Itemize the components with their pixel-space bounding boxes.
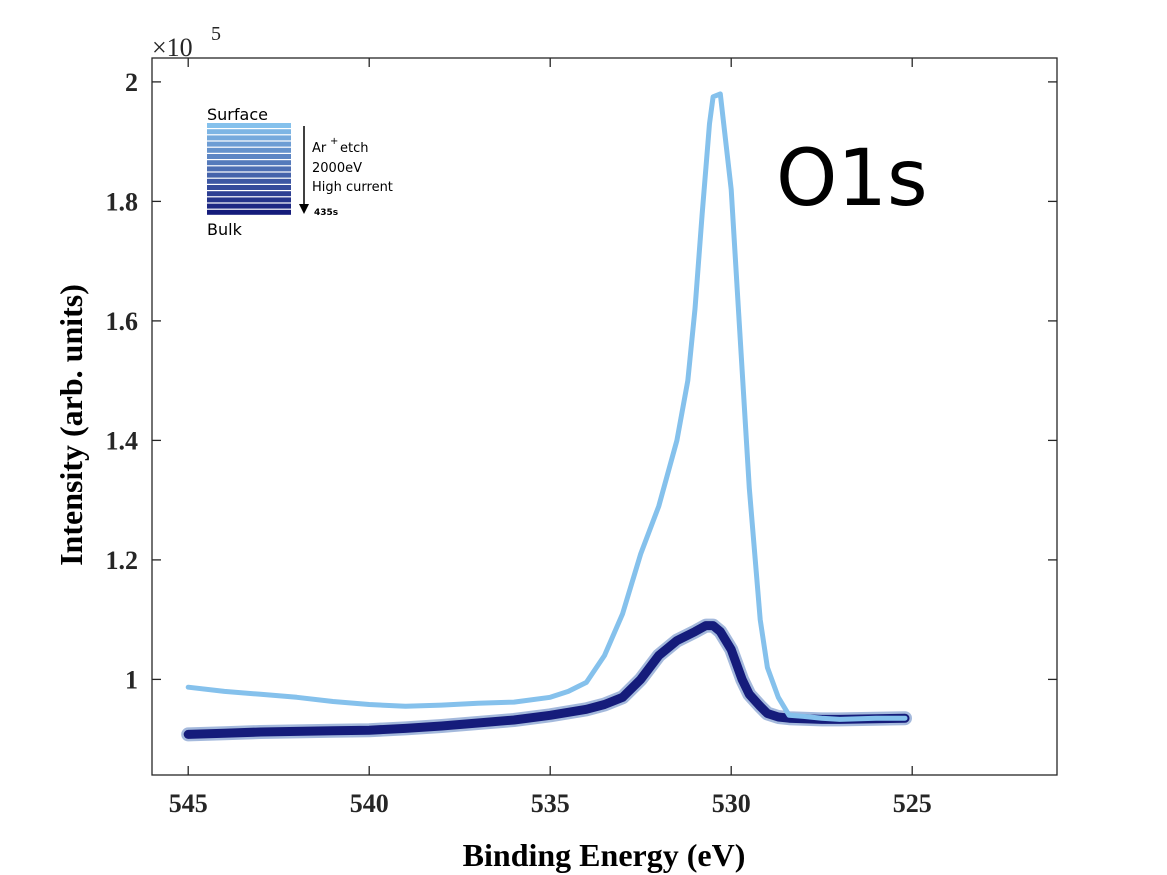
y-tick-label: 1.6 (106, 307, 139, 336)
y-tick-label: 1.2 (106, 546, 139, 575)
legend-swatch (207, 209, 291, 215)
legend-energy-label: 2000eV (312, 161, 362, 176)
x-tick-label: 535 (531, 789, 570, 818)
legend-swatch (207, 197, 291, 203)
legend: Surface Bulk Ar + etch 2000eV High curre… (207, 105, 393, 239)
y-tick-label: 1.8 (106, 187, 139, 216)
legend-swatch (207, 129, 291, 135)
plot-frame (151, 57, 1058, 776)
y-exponent-power: 5 (211, 23, 221, 45)
legend-surface-label: Surface (207, 105, 268, 124)
y-tick-label: 2 (125, 68, 138, 97)
legend-current-label: High current (312, 180, 393, 195)
legend-swatch (207, 203, 291, 209)
legend-bulk-label: Bulk (207, 220, 243, 239)
legend-arrow-head-icon (299, 204, 309, 214)
legend-time-label: 435s (314, 208, 338, 218)
legend-swatch (207, 172, 291, 178)
legend-swatches (207, 123, 291, 215)
y-axis-title: Intensity (arb. units) (53, 284, 89, 566)
x-tick-label: 525 (893, 789, 932, 818)
x-axis-title: Binding Energy (eV) (463, 837, 746, 873)
legend-swatch (207, 141, 291, 147)
legend-swatch (207, 166, 291, 172)
legend-swatch (207, 185, 291, 190)
y-tick-label: 1.4 (106, 426, 139, 455)
legend-swatch (207, 123, 291, 128)
series-line-bulk (183, 621, 910, 739)
x-tick-label: 545 (169, 789, 208, 818)
o1s-annotation: O1s (776, 134, 928, 224)
legend-etch-label: etch (340, 141, 368, 156)
legend-swatch (207, 160, 291, 166)
x-tick-label: 530 (712, 789, 751, 818)
x-tick-label: 540 (350, 789, 389, 818)
y-exponent-label: ×10 (152, 33, 193, 62)
series-layer (181, 91, 912, 742)
legend-swatch (207, 154, 291, 159)
tick-layer: 545 540 535 530 525 1 1.2 1.4 1.6 1.8 2 (106, 58, 1057, 818)
legend-swatch (207, 135, 291, 141)
legend-ar-charge: + (330, 136, 338, 147)
legend-swatch (207, 191, 291, 197)
series-line-surface (185, 91, 908, 722)
legend-swatch (207, 178, 291, 184)
y-tick-label: 1 (125, 665, 138, 694)
legend-swatch (207, 147, 291, 153)
legend-ar-label: Ar (312, 141, 327, 156)
